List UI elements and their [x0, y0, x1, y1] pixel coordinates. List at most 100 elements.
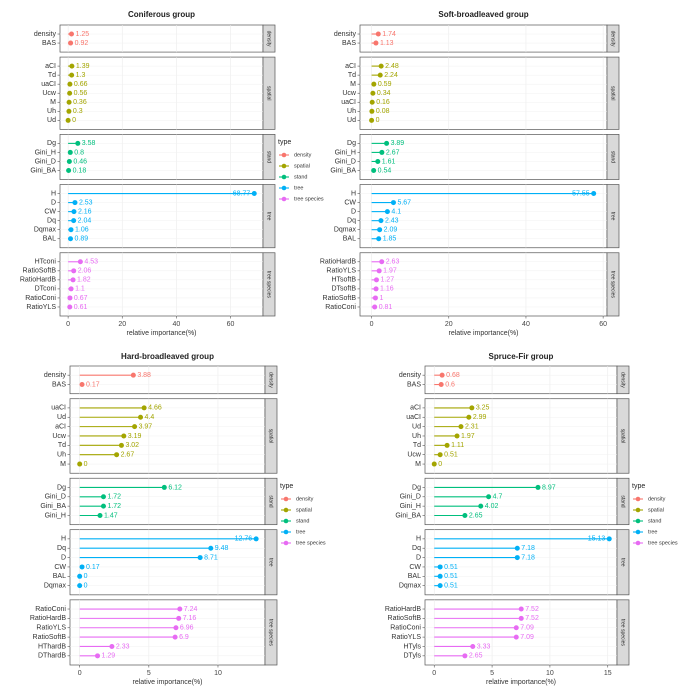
panel-spruce-fir-group-xtick-label: 0 [432, 670, 436, 677]
panel-spruce-fir-group-facet-density-strip [616, 365, 630, 395]
panel-hard-broadleaved-group-ratioyls-value-label: 6.96 [180, 625, 194, 632]
panel-soft-broadleaved-group-gini-ba-point [371, 168, 377, 173]
panel-coniferous-group-facet-stand-strip [262, 134, 276, 180]
panel-spruce-fir-group-facet-tree-strip [616, 529, 630, 596]
panel-soft-broadleaved-group-facet-tree-species-frame [359, 252, 608, 317]
panel-coniferous-group: Coniferous group density density 1.25 BAS 0.9… [20, 10, 324, 337]
panel-coniferous-group-facet-density-frame [59, 24, 264, 53]
panel-hard-broadleaved-group: Hard-broadleaved group density density 3.88… [30, 352, 326, 686]
panel-coniferous-group-d-value-label: 2.53 [79, 199, 93, 206]
panel-spruce-fir-group-cw-label: CW [409, 564, 421, 571]
panel-coniferous-group-h-value-label: 68.77 [233, 190, 251, 197]
panel-hard-broadleaved-group-density-value-label: 3.88 [137, 372, 151, 379]
panel-coniferous-group-uaci-label: uaCI [41, 81, 56, 88]
panel-spruce-fir-group-xtick-label: 10 [546, 670, 554, 677]
panel-hard-broadleaved-group-legend-dot-density [283, 496, 289, 502]
panel-coniferous-group-htconi-label: HTconi [35, 259, 57, 266]
panel-hard-broadleaved-group-facet-tree: tree H 12.76 Dq 9.48 D 8.71 CW 0.17 BAL 0 Dqmax 0 [44, 529, 278, 596]
panel-spruce-fir-group-gini-d-label: Gini_D [400, 494, 421, 501]
panel-coniferous-group-xtick-label: 40 [172, 321, 180, 328]
panel-spruce-fir-group-ratioconi-value-label: 7.09 [520, 625, 534, 632]
panel-hard-broadleaved-group-facet-tree-strip-label: tree [268, 558, 274, 567]
panel-soft-broadleaved-group-xtick-label: 60 [599, 321, 607, 328]
panel-hard-broadleaved-group-td-value-label: 3.02 [125, 442, 139, 449]
panel-spruce-fir-group-m-point [431, 461, 437, 467]
panel-coniferous-group-dq-label: Dq [47, 218, 56, 225]
panel-coniferous-group-ud-value-label: 0 [72, 117, 76, 124]
panel-coniferous-group-aci-point [69, 63, 75, 69]
panel-coniferous-group-ratioconi-point [67, 295, 73, 301]
panel-soft-broadleaved-group-bas-value-label: 1.13 [380, 40, 394, 47]
panel-coniferous-group-facet-spatial: spatial aCI 1.39 Td 1.3 uaCI 0.66 Ucw 0.56 M 0.36 U… [41, 56, 276, 130]
panel-spruce-fir-group-ud-label: Ud [412, 423, 421, 430]
panel-coniferous-group-legend-dot-stand [281, 174, 287, 180]
panel-soft-broadleaved-group-dtsoftb-label: DTsoftB [331, 286, 356, 293]
panel-spruce-fir-group-facet-stand-strip [616, 477, 630, 526]
panel-hard-broadleaved-group-xtick-label: 0 [78, 670, 82, 677]
panel-hard-broadleaved-group-legend-label-stand: stand [296, 518, 309, 524]
panel-hard-broadleaved-group-legend-title: type [280, 483, 293, 490]
panel-coniferous-group-aci-label: aCI [45, 63, 56, 70]
panel-hard-broadleaved-group-dg-point [161, 484, 167, 490]
panel-spruce-fir-group-ratioconi-point [513, 625, 519, 631]
panel-soft-broadleaved-group-h-value-label: 57.55 [572, 190, 590, 197]
panel-spruce-fir-group-htyls-point [470, 643, 476, 649]
panel-hard-broadleaved-group-ud-point [138, 414, 144, 420]
panel-spruce-fir-group-gini-h-label: Gini_H [400, 503, 421, 510]
panel-hard-broadleaved-group-uh-point [114, 452, 120, 458]
panel-spruce-fir-group-ratiohardb-label: RatioHardB [385, 606, 422, 613]
panel-hard-broadleaved-group-bas-value-label: 0.17 [86, 381, 100, 388]
panel-coniferous-group-gini-d-value-label: 0.46 [73, 158, 87, 165]
panel-hard-broadleaved-group-gini-d-point [100, 494, 106, 500]
panel-coniferous-group-dtconi-point [68, 286, 74, 292]
panel-hard-broadleaved-group-density-label: density [44, 372, 67, 379]
panel-soft-broadleaved-group-htsoftb-value-label: 1.27 [380, 277, 394, 284]
panel-soft-broadleaved-group-facet-tree-frame [359, 184, 608, 249]
panel-hard-broadleaved-group-ucw-value-label: 3.19 [128, 433, 142, 440]
panel-spruce-fir-group-ratioyls-value-label: 7.09 [520, 634, 534, 641]
panel-hard-broadleaved-group-ratiohardb-point [176, 615, 182, 621]
panel-spruce-fir-group-legend-dot-spatial [635, 507, 641, 513]
panel-spruce-fir-group-facet-spatial: spatial aCI 3.25 uaCI 2.99 Ud 2.31 Uh 1.97 Td 1.11… [406, 398, 630, 474]
panel-coniferous-group-ud-label: Ud [47, 117, 56, 124]
panel-coniferous-group-legend-label-density: density [294, 152, 312, 158]
panel-coniferous-group-ratiohardb-label: RatioHardB [20, 277, 57, 284]
panel-hard-broadleaved-group-bal-point [77, 573, 83, 579]
panel-coniferous-group-ratiosoftb-point [71, 268, 77, 274]
panel-soft-broadleaved-group-facet-spatial: spatial aCI 2.48 Td 2.24 M 0.59 Ucw 0.34 uaCI 0.16… [341, 56, 620, 130]
panel-hard-broadleaved-group-uaci-label: uaCI [51, 405, 66, 412]
panel-coniferous-group-xlabel: relative importance(%) [126, 330, 196, 337]
panel-spruce-fir-group-bal-value-label: 0.51 [444, 573, 458, 580]
panel-spruce-fir-group-td-value-label: 1.11 [451, 442, 464, 449]
panel-soft-broadleaved-group-ratiohardb-point [379, 259, 385, 265]
panel-soft-broadleaved-group-facet-stand-strip [606, 134, 620, 180]
panel-spruce-fir-group-ucw-label: Ucw [407, 452, 422, 459]
panel-soft-broadleaved-group-facet-tree-strip-label: tree [610, 212, 616, 221]
panel-spruce-fir-group-uh-label: Uh [412, 433, 421, 440]
panel-soft-broadleaved-group-facet-stand: stand Dg 3.89 Gini_H 2.67 Gini_D 1.61 Gini_BA 0.… [330, 134, 620, 180]
panel-coniferous-group-ucw-label: Ucw [42, 90, 57, 97]
panel-coniferous-group-dg-value-label: 3.58 [82, 140, 96, 147]
panel-soft-broadleaved-group-facet-density-strip [606, 24, 620, 53]
panel-spruce-fir-group-legend-label-tree: tree [648, 529, 657, 535]
panel-hard-broadleaved-group-m-point [77, 461, 83, 467]
panel-spruce-fir-group-legend-label-tree-species: tree species [648, 540, 678, 546]
panel-spruce-fir-group-aci-label: aCI [410, 405, 421, 412]
panel-spruce-fir-group-bal-point [437, 573, 443, 579]
panel-coniferous-group-gini-ba-point [66, 168, 72, 173]
panel-coniferous-group-legend-dot-density [281, 152, 287, 158]
panel-spruce-fir-group-htyls-value-label: 3.33 [477, 643, 491, 650]
panel-coniferous-group-d-point [72, 200, 78, 206]
panel-soft-broadleaved-group-d-label: D [351, 208, 356, 215]
panel-spruce-fir-group-facet-spatial-strip-label: spatial [620, 429, 626, 443]
panel-hard-broadleaved-group-d-point [197, 555, 203, 561]
panel-soft-broadleaved-group-d-value-label: 4.1 [391, 208, 401, 215]
panel-hard-broadleaved-group-ucw-label: Ucw [52, 433, 67, 440]
panel-soft-broadleaved-group-facet-density-frame [359, 24, 608, 53]
panel-spruce-fir-group-legend-label-stand: stand [648, 518, 661, 524]
panel-spruce-fir-group-facet-stand-frame [424, 477, 618, 526]
panel-soft-broadleaved-group-ud-label: Ud [347, 117, 356, 124]
panel-coniferous-group-legend-title: type [278, 139, 291, 146]
panel-hard-broadleaved-group-ratioconi-point [177, 606, 183, 612]
